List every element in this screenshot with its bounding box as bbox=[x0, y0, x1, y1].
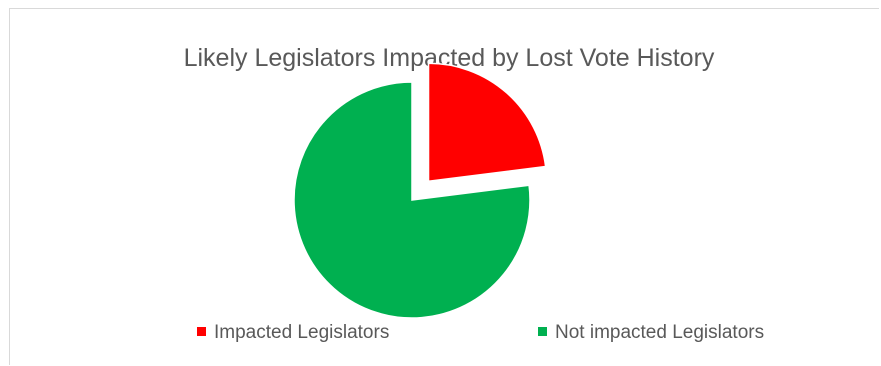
legend: Impacted Legislators Not impacted Legisla… bbox=[197, 322, 764, 343]
pie-slice-not-impacted bbox=[293, 81, 531, 319]
legend-label-impacted: Impacted Legislators bbox=[214, 322, 389, 343]
chart-area: Likely Legislators Impacted by Lost Vote… bbox=[9, 8, 879, 365]
legend-label-not-impacted: Not impacted Legislators bbox=[555, 322, 764, 343]
legend-swatch-not-impacted bbox=[538, 327, 547, 336]
pie-slice-impacted bbox=[427, 62, 547, 183]
pie-slices bbox=[293, 62, 547, 319]
legend-swatch-impacted bbox=[197, 327, 206, 336]
pie-chart: Likely Legislators Impacted by Lost Vote… bbox=[184, 44, 765, 343]
